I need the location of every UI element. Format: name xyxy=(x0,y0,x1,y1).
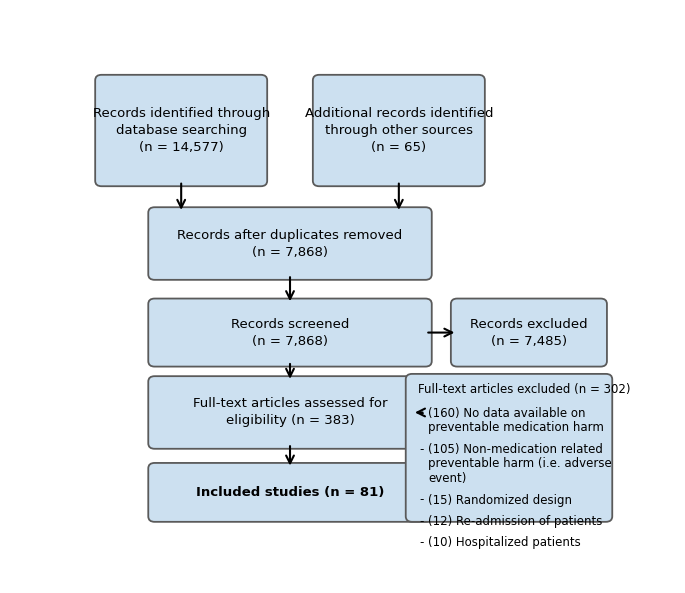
Text: -: - xyxy=(419,407,424,420)
Text: Included studies (n = 81): Included studies (n = 81) xyxy=(196,486,384,499)
Text: Records after duplicates removed
(n = 7,868): Records after duplicates removed (n = 7,… xyxy=(177,228,403,259)
Text: Full-text articles excluded (n = 302): Full-text articles excluded (n = 302) xyxy=(419,383,631,396)
Text: (15) Randomized design: (15) Randomized design xyxy=(428,493,572,506)
Text: (105) Non-medication related: (105) Non-medication related xyxy=(428,443,603,456)
Text: (160) No data available on: (160) No data available on xyxy=(428,407,586,420)
FancyBboxPatch shape xyxy=(148,207,432,280)
FancyBboxPatch shape xyxy=(148,376,432,449)
Text: (10) Hospitalized patients: (10) Hospitalized patients xyxy=(428,537,581,550)
FancyBboxPatch shape xyxy=(148,298,432,366)
FancyBboxPatch shape xyxy=(451,298,607,366)
Text: -: - xyxy=(419,537,424,550)
Text: preventable medication harm: preventable medication harm xyxy=(428,422,604,435)
Text: -: - xyxy=(419,443,424,456)
FancyBboxPatch shape xyxy=(313,75,485,186)
Text: -: - xyxy=(419,515,424,528)
FancyBboxPatch shape xyxy=(406,374,612,522)
Text: Full-text articles assessed for
eligibility (n = 383): Full-text articles assessed for eligibil… xyxy=(192,397,387,428)
FancyBboxPatch shape xyxy=(95,75,267,186)
Text: preventable harm (i.e. adverse: preventable harm (i.e. adverse xyxy=(428,457,612,470)
Text: Records identified through
database searching
(n = 14,577): Records identified through database sear… xyxy=(92,107,270,154)
Text: Records screened
(n = 7,868): Records screened (n = 7,868) xyxy=(231,318,349,347)
Text: Additional records identified
through other sources
(n = 65): Additional records identified through ot… xyxy=(305,107,493,154)
Text: event): event) xyxy=(428,472,466,485)
Text: Records excluded
(n = 7,485): Records excluded (n = 7,485) xyxy=(470,318,588,347)
FancyBboxPatch shape xyxy=(148,463,432,522)
Text: -: - xyxy=(419,493,424,506)
Text: (12) Re-admission of patients: (12) Re-admission of patients xyxy=(428,515,602,528)
